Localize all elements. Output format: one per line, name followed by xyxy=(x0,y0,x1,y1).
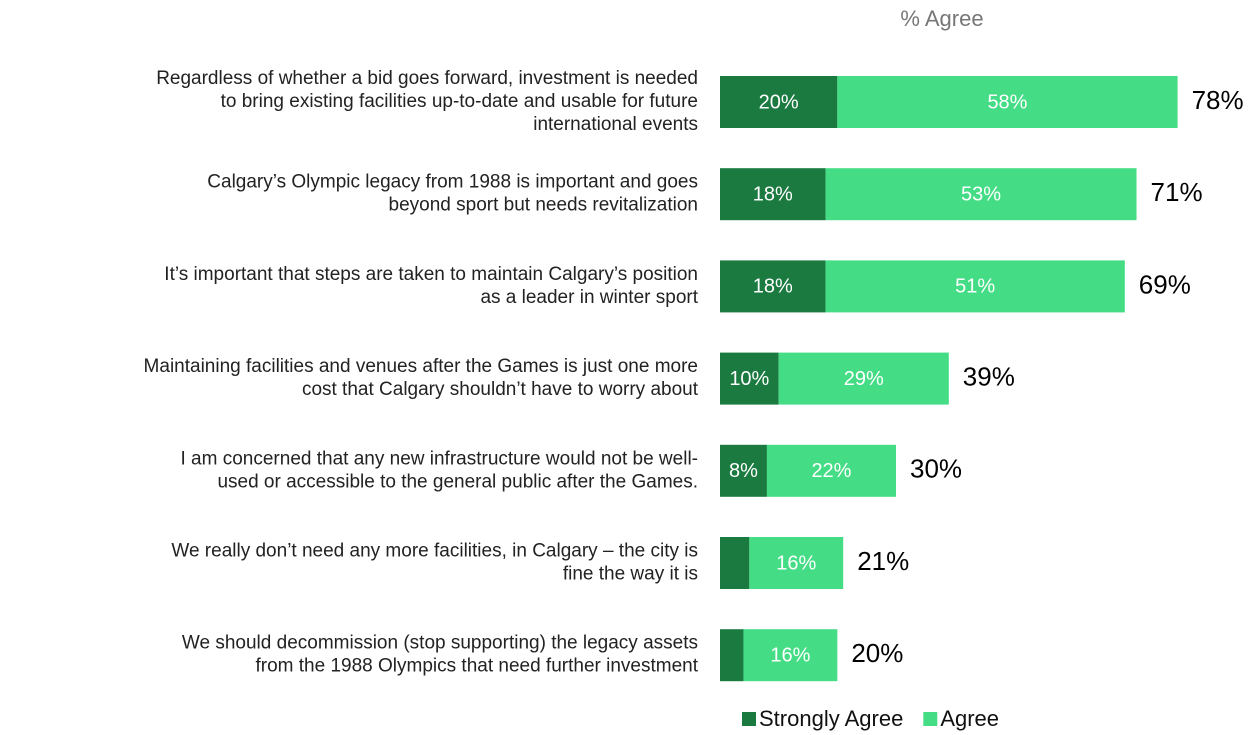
category-label: Calgary’s Olympic legacy from 1988 is im… xyxy=(207,172,698,193)
value-label: 10% xyxy=(729,368,769,390)
category-label: It’s important that steps are taken to m… xyxy=(164,264,698,285)
category-label: cost that Calgary shouldn’t have to worr… xyxy=(302,379,699,400)
value-label: 51% xyxy=(955,276,995,298)
category-label: We really don’t need any more facilities… xyxy=(171,541,698,562)
bar-segment xyxy=(720,260,826,313)
category-label: beyond sport but needs revitalization xyxy=(389,195,698,216)
value-label: 8% xyxy=(729,460,758,482)
value-label: 53% xyxy=(961,183,1001,205)
category-label: as a leader in winter sport xyxy=(480,287,698,308)
legend-label: Strongly Agree xyxy=(759,706,903,731)
bar-segment xyxy=(720,352,779,405)
bar-segment xyxy=(720,537,750,589)
category-label: fine the way it is xyxy=(563,564,698,585)
bar-segment xyxy=(825,260,1125,313)
category-label: international events xyxy=(533,114,698,135)
category-label: I am concerned that any new infrastructu… xyxy=(181,448,699,469)
bar-segment xyxy=(720,444,767,497)
category-label: We should decommission (stop supporting)… xyxy=(182,633,698,654)
bar-segment xyxy=(837,76,1178,128)
bar-segment xyxy=(743,629,838,682)
value-label: 16% xyxy=(776,552,816,574)
category-label: Regardless of whether a bid goes forward… xyxy=(156,68,698,89)
bar-segment xyxy=(720,629,744,682)
legend-swatch xyxy=(923,712,938,726)
category-label: to bring existing facilities up-to-date … xyxy=(221,91,698,112)
value-label: 58% xyxy=(987,91,1027,113)
value-label: 16% xyxy=(770,644,810,666)
category-label: Maintaining facilities and venues after … xyxy=(144,356,698,377)
total-label: 30% xyxy=(910,454,962,484)
total-label: 78% xyxy=(1192,85,1244,115)
category-label: from the 1988 Olympics that need further… xyxy=(256,656,699,677)
value-label: 29% xyxy=(844,368,884,390)
value-label: 18% xyxy=(753,276,793,298)
bar-segment xyxy=(766,444,896,497)
bar-segment xyxy=(720,76,838,128)
total-label: 20% xyxy=(851,638,903,668)
bar-segment xyxy=(778,352,949,405)
total-label: 71% xyxy=(1151,177,1203,207)
value-label: 22% xyxy=(811,460,851,482)
legend-label: Agree xyxy=(940,706,999,731)
total-label: 39% xyxy=(963,361,1015,391)
bar-segment xyxy=(825,168,1137,221)
total-label: 21% xyxy=(857,546,909,576)
bar-segment xyxy=(720,168,826,221)
value-label: 20% xyxy=(759,91,799,113)
category-label: used or accessible to the general public… xyxy=(217,471,698,492)
bar-segment xyxy=(749,537,844,589)
total-label: 69% xyxy=(1139,269,1191,299)
value-label: 18% xyxy=(753,183,793,205)
legend-swatch xyxy=(742,712,756,726)
header: % Agree xyxy=(900,6,983,31)
